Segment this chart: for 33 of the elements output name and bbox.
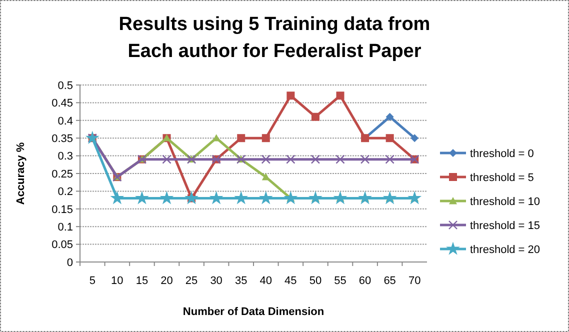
y-tick-label: 0.5 (58, 80, 73, 92)
x-tick-label: 30 (210, 275, 222, 287)
x-tick-label: 70 (408, 275, 421, 287)
legend-label: threshold = 15 (470, 220, 540, 232)
legend-label: threshold = 10 (470, 196, 540, 208)
y-tick-label: 0.05 (52, 239, 73, 252)
y-tick-label: 0.15 (52, 204, 73, 216)
y-tick-label: 0.3 (58, 150, 73, 163)
x-tick-label: 10 (111, 275, 124, 287)
legend-label: threshold = 20 (470, 244, 540, 256)
x-tick-label: 55 (334, 275, 346, 287)
x-tick-label: 50 (309, 275, 322, 287)
y-tick-label: 0.45 (52, 98, 73, 110)
x-tick-label: 40 (260, 275, 272, 287)
x-axis-title: Number of Data Dimension (182, 306, 324, 318)
y-axis-title: Accuracy % (15, 142, 27, 205)
legend-label: threshold = 0 (470, 148, 534, 160)
x-tick-label: 15 (136, 275, 148, 287)
chart-title: Results using 5 Training data from Each author for Federalist Paper (118, 14, 430, 62)
legend-label: threshold = 5 (470, 172, 534, 184)
x-tick-label: 65 (384, 275, 396, 287)
x-tick-label: 45 (284, 275, 297, 287)
y-tick-label: 0.35 (52, 132, 73, 145)
y-tick-label: 0 (66, 256, 73, 269)
y-tick-label: 0.4 (58, 115, 73, 128)
x-tick-label: 25 (185, 275, 198, 287)
x-tick-label: 5 (89, 275, 96, 287)
x-tick-label: 60 (358, 275, 372, 287)
y-tick-label: 0.2 (58, 186, 73, 198)
y-tick-label: 0.1 (58, 221, 73, 234)
y-tick-label: 0.25 (52, 168, 73, 180)
x-tick-label: 20 (160, 275, 173, 287)
x-tick-label: 35 (234, 275, 248, 287)
